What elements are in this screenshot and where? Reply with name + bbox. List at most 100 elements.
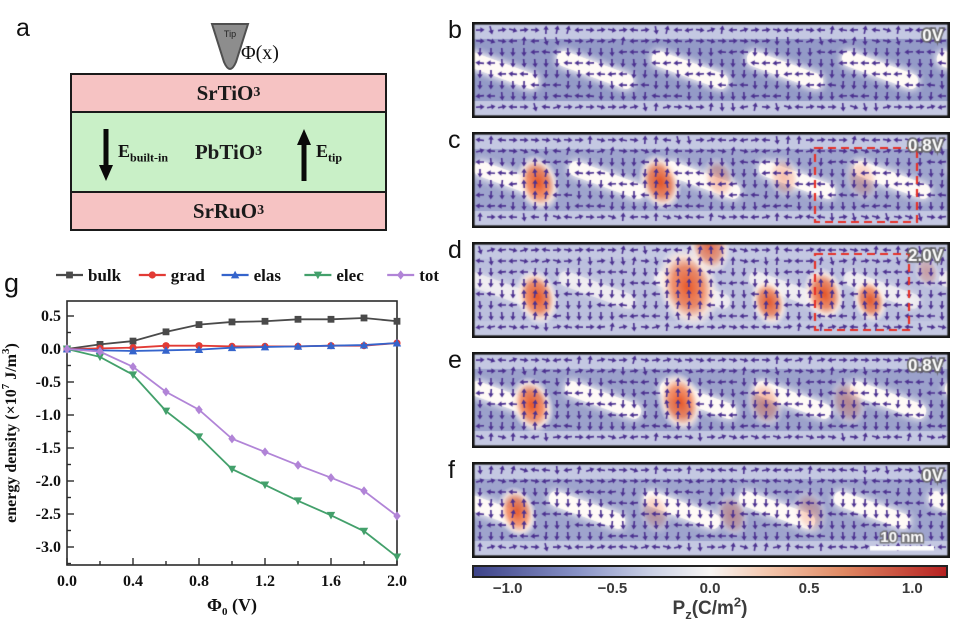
y-tick-label: -3.0 <box>36 539 61 556</box>
x-axis-title: Φ0 (V) <box>207 595 257 618</box>
data-point-marker <box>148 271 156 279</box>
layer-sruo3-label: SrRuO <box>192 198 258 223</box>
data-point-marker <box>228 318 236 326</box>
data-point-marker <box>359 340 369 349</box>
data-point-marker <box>326 341 336 350</box>
polarization-map-d <box>472 242 950 338</box>
data-point-marker <box>95 353 105 362</box>
y-tick-label: -0.5 <box>36 374 61 391</box>
data-point-marker <box>294 315 302 323</box>
potential-label: Φ(x) <box>241 42 279 64</box>
data-point-marker <box>392 338 402 347</box>
colorbar-tick: 0.5 <box>798 580 820 597</box>
data-point-marker <box>261 317 269 325</box>
y-tick-label: -2.5 <box>36 506 61 523</box>
tip-label: Tip <box>224 29 236 39</box>
y-tick-label: -2.0 <box>36 473 61 490</box>
panel-e-letter: e <box>448 346 462 374</box>
data-point-marker <box>129 337 137 345</box>
data-point-marker <box>194 345 204 354</box>
data-point-marker <box>161 407 171 416</box>
data-point-marker <box>392 553 402 562</box>
colorbar-tick: −0.5 <box>597 580 628 597</box>
panel-a-letter: a <box>16 14 30 42</box>
data-point-marker <box>161 346 171 354</box>
data-point-marker <box>293 497 303 505</box>
layer-pbtio3-label: PbTiO <box>194 139 256 164</box>
energy-density-chart-holder: 0.0 0.4 0.8 1.2 1.6 2.0 0.5 0.0 -0.5 -1.0 -1.5 -2.0… <box>0 255 440 636</box>
data-point-marker <box>228 434 236 444</box>
colorbar-tick: 1.0 <box>901 580 923 597</box>
polarization-map-b <box>472 22 950 118</box>
layer-sruo3: SrRuO 3 <box>72 193 385 229</box>
data-point-marker <box>227 343 237 352</box>
data-point-marker <box>359 527 369 536</box>
legend-label-bulk: bulk <box>88 266 122 285</box>
data-point-marker <box>360 314 368 322</box>
panel-d-letter: d <box>448 236 462 264</box>
panel-g-letter: g <box>4 268 20 298</box>
data-point-marker <box>195 405 203 415</box>
energy-density-chart: 0.0 0.4 0.8 1.2 1.6 2.0 0.5 0.0 -0.5 -1.0 -1.5 -2.0… <box>0 266 439 618</box>
x-tick-label: 2.0 <box>387 573 407 590</box>
layer-srtio3: SrTiO 3 <box>72 75 385 111</box>
data-point-marker <box>66 271 73 279</box>
data-point-marker <box>230 270 240 279</box>
data-point-marker <box>260 342 270 351</box>
pz-colorbar-title: Pz(C/m2) <box>672 594 748 622</box>
data-point-marker <box>260 481 270 490</box>
layer-stack: SrTiO 3 PbTiO 3 Ebuilt-in Etip SrRuO 3 <box>70 73 387 231</box>
x-tick-label: 1.6 <box>321 573 341 590</box>
x-tick-label: 0.4 <box>123 573 143 590</box>
afm-tip-icon: Tip <box>210 23 250 70</box>
layer-pbtio3: PbTiO 3 Ebuilt-in Etip <box>72 111 385 193</box>
data-point-marker <box>393 317 401 325</box>
y-tick-label: 0.0 <box>41 341 61 358</box>
data-point-marker <box>393 511 401 521</box>
colorbar-tick: −1.0 <box>492 580 523 597</box>
data-point-marker <box>326 511 336 520</box>
layer-srtio3-label: SrTiO <box>196 80 254 105</box>
e-builtin-label: Ebuilt-in <box>118 141 169 165</box>
data-point-marker <box>128 371 138 379</box>
e-tip-label: Etip <box>316 141 343 165</box>
data-point-marker <box>293 342 303 350</box>
panel-f-letter: f <box>448 456 455 484</box>
data-point-marker <box>327 473 335 483</box>
data-point-marker <box>63 344 71 354</box>
x-tick-label: 1.2 <box>255 573 275 590</box>
polarization-map-f <box>472 462 950 558</box>
legend-label-elec: elec <box>336 266 364 285</box>
e-tip-up-arrow-icon <box>297 129 311 181</box>
y-tick-label: -1.0 <box>36 407 61 424</box>
data-point-marker <box>162 342 170 350</box>
x-tick-label: 0.0 <box>57 573 77 590</box>
panel-b-letter: b <box>448 16 462 44</box>
data-point-marker <box>128 346 138 355</box>
pz-colorbar <box>472 565 948 578</box>
data-point-marker <box>194 433 204 441</box>
data-point-marker <box>397 270 405 280</box>
legend-label-elas: elas <box>254 266 282 285</box>
y-axis-title: energy density (×107 J/m3) <box>0 343 20 523</box>
legend-label-grad: grad <box>171 266 206 285</box>
y-tick-label: -1.5 <box>36 440 61 457</box>
data-point-marker <box>162 328 170 336</box>
data-point-marker <box>327 315 335 323</box>
e-builtin-down-arrow-icon <box>99 129 113 181</box>
panel-c-letter: c <box>448 126 461 154</box>
colorbar-tick: 0.0 <box>699 580 721 597</box>
data-point-marker <box>313 271 323 280</box>
polarization-map-e <box>472 352 950 448</box>
plot-frame <box>66 300 398 566</box>
data-point-marker <box>195 321 203 328</box>
legend-label-tot: tot <box>419 266 439 285</box>
y-tick-label: 0.5 <box>41 308 61 325</box>
data-point-marker <box>96 340 104 348</box>
polarization-map-c <box>472 132 950 228</box>
pz-colorbar-ticks: −1.0 −0.5 0.0 0.5 1.0 <box>472 580 948 598</box>
data-point-marker <box>227 465 237 474</box>
x-tick-label: 0.8 <box>189 573 209 590</box>
data-point-marker <box>162 387 170 397</box>
